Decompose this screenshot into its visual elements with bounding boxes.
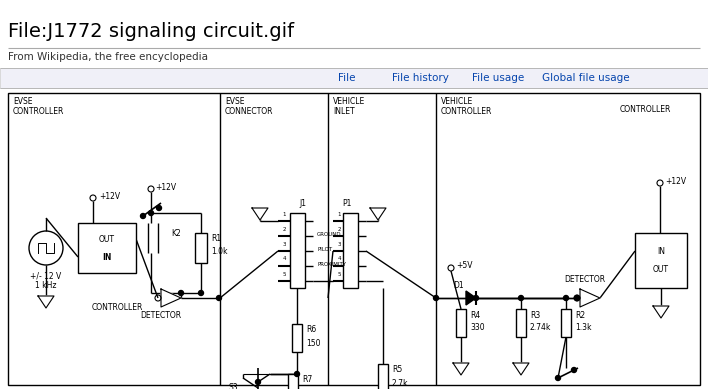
Text: 1 kHz: 1 kHz xyxy=(35,280,57,289)
Text: File: File xyxy=(338,73,355,83)
Text: DETECTOR: DETECTOR xyxy=(564,275,605,284)
Circle shape xyxy=(256,380,261,384)
Circle shape xyxy=(156,205,161,210)
Text: 4: 4 xyxy=(282,256,286,261)
Circle shape xyxy=(198,291,203,296)
Text: +12V: +12V xyxy=(155,182,176,191)
Text: +/- 12 V: +/- 12 V xyxy=(30,272,62,280)
Circle shape xyxy=(556,375,561,380)
Text: K2: K2 xyxy=(171,228,181,238)
Bar xyxy=(456,309,466,337)
Text: S3: S3 xyxy=(229,384,238,389)
Bar xyxy=(195,233,207,263)
Polygon shape xyxy=(252,208,268,220)
Text: +5V: +5V xyxy=(456,261,472,270)
Text: 5: 5 xyxy=(337,272,341,277)
Text: 2: 2 xyxy=(282,226,286,231)
Text: R3: R3 xyxy=(530,310,540,319)
Text: R5: R5 xyxy=(392,366,402,375)
Circle shape xyxy=(474,296,479,300)
Text: OUT: OUT xyxy=(99,235,115,244)
Text: VEHICLE
INLET: VEHICLE INLET xyxy=(333,97,365,116)
Circle shape xyxy=(564,296,569,300)
Polygon shape xyxy=(653,306,669,318)
Bar xyxy=(561,309,571,337)
Text: 2.7k: 2.7k xyxy=(392,378,409,387)
Text: File history: File history xyxy=(392,73,448,83)
Text: 3: 3 xyxy=(282,242,286,247)
Text: 1: 1 xyxy=(337,212,341,217)
Bar xyxy=(378,364,388,389)
Text: 150: 150 xyxy=(306,338,321,347)
Text: Global file usage: Global file usage xyxy=(542,73,630,83)
Text: 1.0k: 1.0k xyxy=(211,247,227,256)
Circle shape xyxy=(433,296,438,300)
Text: PILOT: PILOT xyxy=(317,247,332,252)
Text: File:J1772 signaling circuit.gif: File:J1772 signaling circuit.gif xyxy=(8,22,294,41)
Polygon shape xyxy=(161,289,181,307)
Bar xyxy=(292,324,302,352)
Bar xyxy=(0,68,708,88)
Bar xyxy=(290,213,305,288)
Text: VEHICLE
CONTROLLER: VEHICLE CONTROLLER xyxy=(441,97,492,116)
Polygon shape xyxy=(370,208,386,220)
Circle shape xyxy=(571,368,576,373)
Text: 2: 2 xyxy=(337,226,341,231)
Text: J1: J1 xyxy=(299,198,306,207)
Circle shape xyxy=(518,296,523,300)
Polygon shape xyxy=(466,291,476,305)
Text: IN: IN xyxy=(103,252,112,261)
Text: D1: D1 xyxy=(453,282,464,291)
Text: R4: R4 xyxy=(470,310,480,319)
Bar xyxy=(78,223,136,273)
Text: +12V: +12V xyxy=(99,191,120,200)
Text: CONTROLLER: CONTROLLER xyxy=(620,105,670,114)
Text: PROXIMITY: PROXIMITY xyxy=(317,261,346,266)
Text: 1: 1 xyxy=(282,212,286,217)
Text: R2: R2 xyxy=(575,310,585,319)
Polygon shape xyxy=(38,296,54,308)
Text: +12V: +12V xyxy=(665,177,686,186)
Polygon shape xyxy=(513,363,529,375)
Bar xyxy=(288,374,298,389)
Bar xyxy=(8,93,700,385)
Text: OUT: OUT xyxy=(653,266,669,275)
Circle shape xyxy=(217,296,222,300)
Text: R1: R1 xyxy=(211,233,221,242)
Circle shape xyxy=(149,210,154,216)
Text: 4: 4 xyxy=(337,256,341,261)
Text: File usage: File usage xyxy=(472,73,524,83)
Text: P1: P1 xyxy=(343,198,352,207)
Text: 3: 3 xyxy=(337,242,341,247)
Circle shape xyxy=(178,291,183,296)
Text: EVSE
CONTROLLER: EVSE CONTROLLER xyxy=(13,97,64,116)
Polygon shape xyxy=(580,289,600,307)
Bar xyxy=(516,309,526,337)
Polygon shape xyxy=(453,363,469,375)
Text: EVSE
CONNECTOR: EVSE CONNECTOR xyxy=(225,97,273,116)
Text: R7: R7 xyxy=(302,375,312,384)
Text: 5: 5 xyxy=(282,272,286,277)
Bar xyxy=(343,213,358,288)
Text: GROUND: GROUND xyxy=(317,231,342,237)
Text: R6: R6 xyxy=(306,326,316,335)
Circle shape xyxy=(295,371,299,377)
Text: 1.3k: 1.3k xyxy=(575,324,591,333)
Text: IN: IN xyxy=(657,247,665,256)
Circle shape xyxy=(140,214,146,219)
Text: 2.74k: 2.74k xyxy=(530,324,552,333)
Text: CONTROLLER: CONTROLLER xyxy=(91,303,143,312)
Text: 330: 330 xyxy=(470,324,484,333)
Circle shape xyxy=(574,296,580,300)
Text: DETECTOR: DETECTOR xyxy=(140,310,181,319)
Bar xyxy=(635,233,687,288)
Text: From Wikipedia, the free encyclopedia: From Wikipedia, the free encyclopedia xyxy=(8,52,208,62)
